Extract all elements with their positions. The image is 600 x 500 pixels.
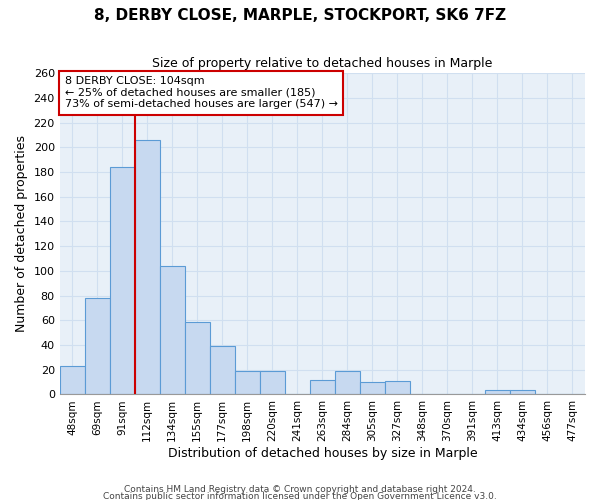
- Text: 8 DERBY CLOSE: 104sqm
← 25% of detached houses are smaller (185)
73% of semi-det: 8 DERBY CLOSE: 104sqm ← 25% of detached …: [65, 76, 338, 110]
- Bar: [235, 371, 260, 394]
- Bar: [335, 371, 360, 394]
- Bar: [85, 298, 110, 394]
- Bar: [59, 366, 85, 394]
- X-axis label: Distribution of detached houses by size in Marple: Distribution of detached houses by size …: [167, 447, 477, 460]
- Bar: [485, 390, 510, 394]
- Y-axis label: Number of detached properties: Number of detached properties: [15, 136, 28, 332]
- Text: Contains public sector information licensed under the Open Government Licence v3: Contains public sector information licen…: [103, 492, 497, 500]
- Bar: [260, 371, 285, 394]
- Title: Size of property relative to detached houses in Marple: Size of property relative to detached ho…: [152, 58, 493, 70]
- Text: Contains HM Land Registry data © Crown copyright and database right 2024.: Contains HM Land Registry data © Crown c…: [124, 485, 476, 494]
- Bar: [210, 346, 235, 395]
- Bar: [385, 381, 410, 394]
- Bar: [135, 140, 160, 394]
- Bar: [185, 322, 210, 394]
- Text: 8, DERBY CLOSE, MARPLE, STOCKPORT, SK6 7FZ: 8, DERBY CLOSE, MARPLE, STOCKPORT, SK6 7…: [94, 8, 506, 22]
- Bar: [360, 382, 385, 394]
- Bar: [160, 266, 185, 394]
- Bar: [310, 380, 335, 394]
- Bar: [510, 390, 535, 394]
- Bar: [110, 167, 135, 394]
